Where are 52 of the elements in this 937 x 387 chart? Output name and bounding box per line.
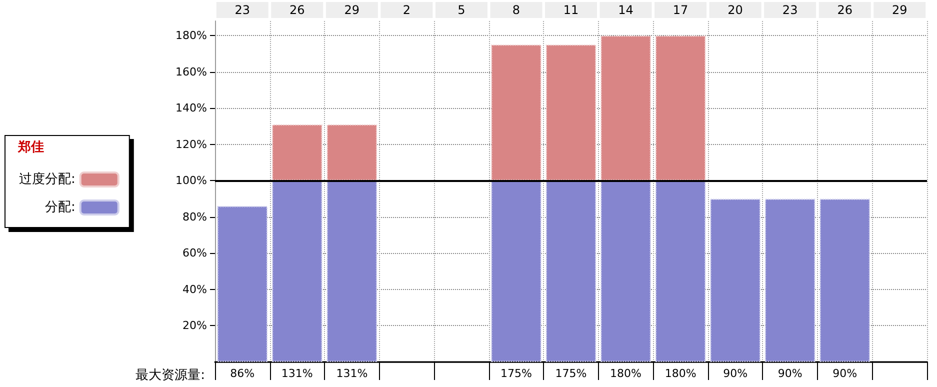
y-tick-label: 80% (182, 210, 207, 224)
x-tick-label: 8 (512, 3, 520, 17)
total-label: 86% (230, 367, 255, 380)
bar (546, 44, 596, 181)
x-tick-label: 23 (782, 3, 798, 17)
x-tick-label: 23 (234, 3, 250, 17)
bar (655, 180, 706, 362)
total-label: 180% (664, 367, 696, 380)
x-tick-label: 29 (344, 3, 360, 17)
y-tick-label: 160% (176, 65, 207, 78)
bar (600, 180, 651, 362)
bar (272, 180, 322, 362)
bar (820, 198, 870, 362)
text: 最大资源量: (136, 368, 205, 383)
bar (217, 206, 268, 362)
total-label: 90% (832, 367, 858, 380)
total-label: 131% (281, 367, 313, 380)
total-label: 175% (500, 367, 532, 380)
x-tick-label: 5 (458, 3, 466, 17)
legend-title: 郑佳 (17, 140, 44, 155)
y-tick-label: 100% (176, 174, 207, 188)
legend-label: 分配: (44, 200, 76, 215)
y-tick-label: 20% (182, 319, 207, 332)
bar (600, 36, 651, 181)
y-tick-label: 140% (176, 102, 207, 115)
x-tick-label: 14 (618, 3, 634, 17)
x-tick-label: 11 (563, 3, 579, 17)
bar (491, 44, 542, 181)
bar (655, 36, 706, 181)
x-tick-label: 17 (672, 3, 688, 17)
bar (272, 124, 322, 181)
bar (491, 180, 542, 362)
bar (546, 180, 596, 362)
bar (710, 198, 760, 362)
total-label: 90% (778, 367, 802, 380)
y-tick-label: 60% (182, 246, 207, 260)
total-label: 90% (723, 367, 748, 380)
y-tick-label: 40% (182, 282, 207, 296)
total-label: 131% (336, 367, 368, 380)
bar (326, 124, 378, 181)
x-tick-label: 26 (837, 3, 852, 17)
x-tick-label: 29 (892, 3, 908, 17)
y-tick-label: 180% (176, 29, 207, 42)
x-tick-label: 2 (402, 3, 411, 17)
bar (764, 198, 816, 362)
total-label: 180% (610, 367, 642, 380)
x-tick-label: 20 (728, 3, 743, 17)
y-tick-label: 120% (176, 138, 207, 151)
legend-label: 过度分配: (18, 171, 76, 187)
total-label: 175% (555, 367, 587, 380)
x-tick-label: 26 (290, 3, 305, 17)
bar (326, 180, 378, 362)
